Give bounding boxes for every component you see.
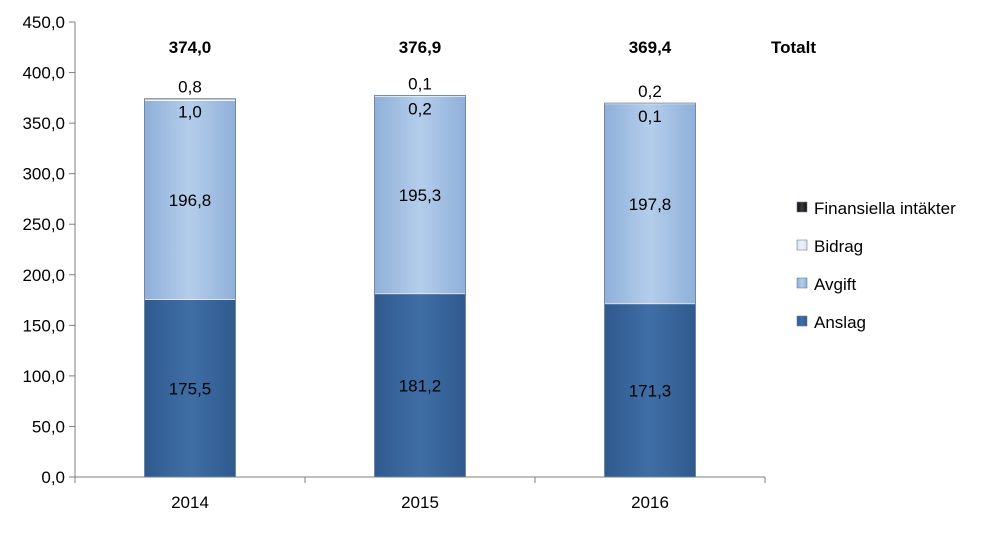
data-label-anslag: 171,3 <box>629 381 672 400</box>
y-tick-label: 250,0 <box>22 215 65 234</box>
y-tick-label: 400,0 <box>22 64 65 83</box>
bar-segment-avgift <box>604 103 696 305</box>
total-label: 369,4 <box>629 38 672 57</box>
y-tick-label: 300,0 <box>22 165 65 184</box>
x-tick-label: 2015 <box>401 493 439 512</box>
data-label-finansiella: 0,8 <box>178 78 202 97</box>
data-label-anslag: 175,5 <box>169 379 212 398</box>
legend-label: Avgift <box>814 275 856 294</box>
bar-outline <box>374 95 466 478</box>
data-label-avgift: 196,8 <box>169 191 212 210</box>
y-tick-label: 100,0 <box>22 367 65 386</box>
data-label-avgift: 195,3 <box>399 186 442 205</box>
y-tick-label: 50,0 <box>32 417 65 436</box>
data-label-bidrag: 0,2 <box>408 100 432 119</box>
legend: Finansiella intäkter Bidrag Avgift Anslag <box>796 199 956 332</box>
total-label: 374,0 <box>169 38 212 57</box>
data-labels: 175,5 196,8 1,0 0,8 374,0 181,2 195,3 0,2 0,1 376… <box>169 38 817 400</box>
data-label-anslag: 181,2 <box>399 376 442 395</box>
bar-outline <box>604 102 696 478</box>
x-tick-label: 2016 <box>631 493 669 512</box>
bar-segment-anslag <box>374 293 466 478</box>
bar-outline <box>144 98 236 478</box>
legend-swatch <box>796 277 808 289</box>
bar-segment-avgift <box>144 100 236 300</box>
legend-label: Bidrag <box>814 237 863 256</box>
bar-segment-avgift <box>374 96 466 295</box>
y-tick-label: 0,0 <box>41 468 65 487</box>
data-label-finansiella: 0,1 <box>408 75 432 94</box>
data-label-avgift: 197,8 <box>629 195 672 214</box>
total-label: 376,9 <box>399 38 442 57</box>
legend-label: Finansiella intäkter <box>814 199 956 218</box>
legend-swatch <box>796 239 808 251</box>
y-tick-label: 450,0 <box>22 13 65 32</box>
x-tick-label: 2014 <box>171 493 209 512</box>
bar-segment-anslag <box>144 299 236 478</box>
y-tick-label: 350,0 <box>22 114 65 133</box>
data-label-bidrag: 0,1 <box>638 107 662 126</box>
y-tick-label: 150,0 <box>22 316 65 335</box>
data-label-finansiella: 0,2 <box>638 82 662 101</box>
bar-segment-anslag <box>604 303 696 478</box>
bars <box>144 95 696 478</box>
y-tick-label: 200,0 <box>22 266 65 285</box>
data-label-bidrag: 1,0 <box>178 103 202 122</box>
legend-swatch <box>796 315 808 327</box>
legend-label: Anslag <box>814 313 866 332</box>
legend-swatch <box>796 201 808 213</box>
axes: 0,0 50,0 100,0 150,0 200,0 250,0 300,0 350,0 400… <box>22 13 766 512</box>
totals-caption: Totalt <box>771 38 816 57</box>
